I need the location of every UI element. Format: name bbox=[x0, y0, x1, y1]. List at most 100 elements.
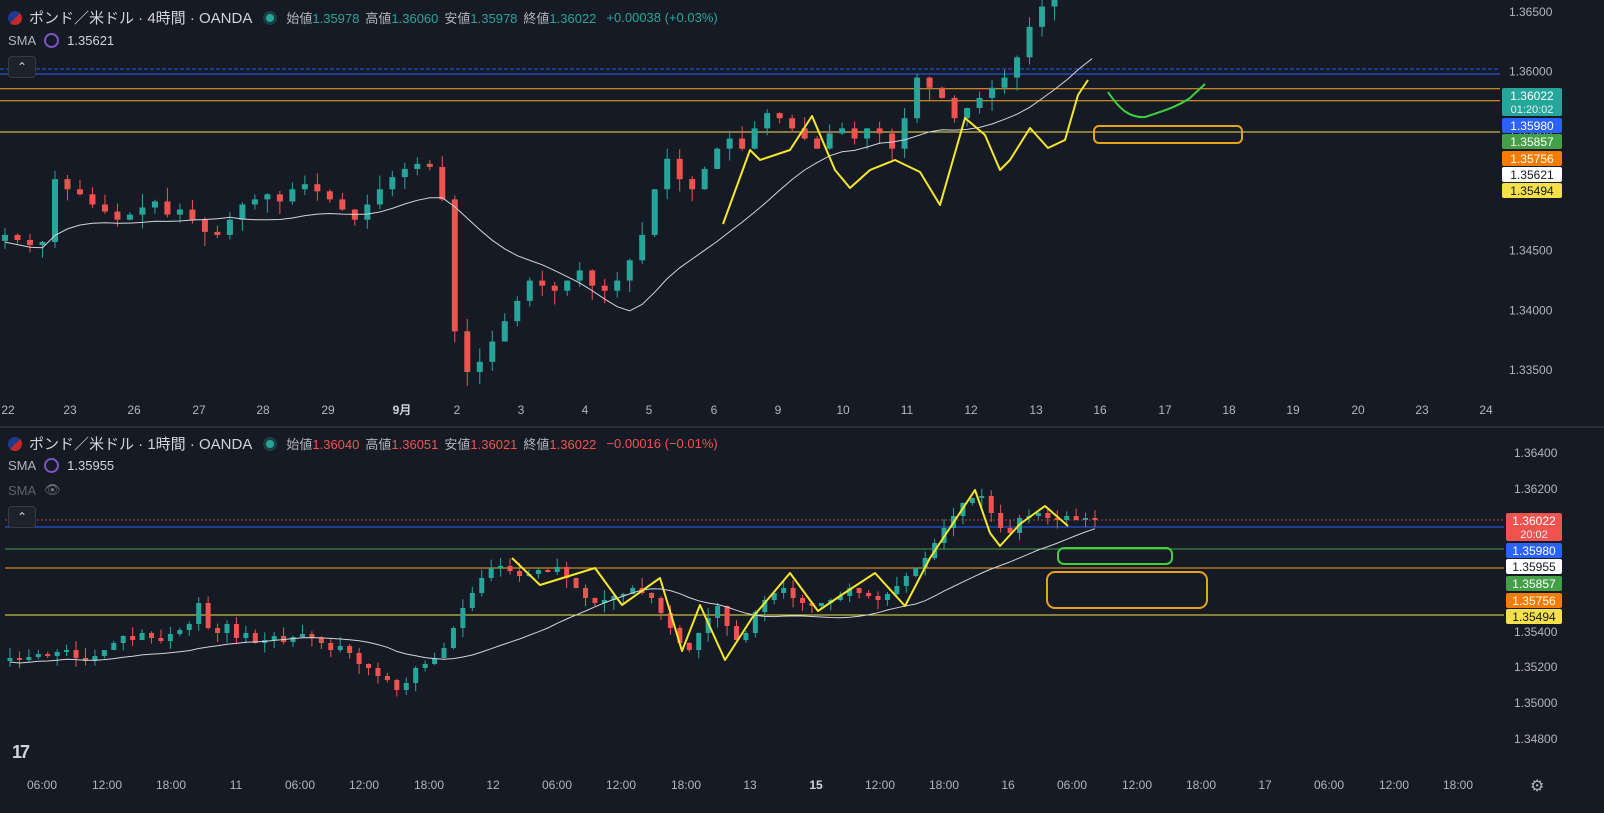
candle-body bbox=[111, 643, 117, 650]
market-status-icon bbox=[266, 13, 275, 22]
candle-body bbox=[164, 201, 171, 215]
candle-body bbox=[101, 650, 107, 656]
candle-body bbox=[1054, 518, 1060, 520]
candle-body bbox=[889, 133, 896, 149]
candle-body bbox=[611, 596, 617, 600]
candle-body bbox=[290, 637, 296, 642]
price-label: 1.34500 bbox=[1509, 244, 1553, 258]
price-axis-1h: 1.36400 1.36200 1.35400 1.35200 1.35000 1.348… bbox=[1514, 446, 1558, 746]
green-projection-annotation bbox=[1107, 83, 1206, 119]
candle-body bbox=[989, 87, 996, 98]
candle-body bbox=[233, 624, 239, 638]
time-label: 24 bbox=[1479, 403, 1493, 417]
change-value: +0.00038 (+0.03%) bbox=[606, 10, 718, 25]
candle-body bbox=[851, 128, 858, 139]
price-label: 1.36200 bbox=[1514, 482, 1558, 496]
time-label: 12:00 bbox=[1379, 778, 1409, 792]
collapse-legend-button[interactable]: ⌃ bbox=[8, 56, 36, 78]
candle-body bbox=[626, 260, 633, 281]
candle-body bbox=[1064, 516, 1070, 520]
candle-body bbox=[535, 570, 541, 574]
symbol-title[interactable]: ポンド／米ドル · 1時間 · OANDA bbox=[29, 436, 253, 453]
tradingview-logo-icon[interactable]: 17 bbox=[12, 742, 30, 762]
candle-body bbox=[45, 654, 51, 656]
time-label: 2 bbox=[454, 403, 461, 417]
time-label: 06:00 bbox=[1314, 778, 1344, 792]
market-status-icon bbox=[266, 439, 275, 448]
price-tag bbox=[1502, 88, 1562, 116]
candle-body bbox=[926, 77, 933, 88]
time-label: 18 bbox=[1222, 403, 1236, 417]
candle-body bbox=[667, 613, 673, 628]
candle-body bbox=[801, 128, 808, 139]
candle-body bbox=[576, 270, 583, 281]
candle-body bbox=[589, 270, 596, 286]
time-label: 06:00 bbox=[285, 778, 315, 792]
time-label: 17 bbox=[1258, 778, 1272, 792]
sma-legend-4h[interactable]: SMA 1.35621 bbox=[8, 33, 114, 48]
gear-icon[interactable]: ⚙ bbox=[1530, 778, 1545, 795]
candle-body bbox=[289, 189, 296, 202]
panel-divider[interactable] bbox=[0, 426, 1604, 428]
candle-body bbox=[414, 163, 421, 169]
candle-body bbox=[714, 148, 721, 169]
candle-body bbox=[114, 211, 121, 220]
candle-body bbox=[790, 588, 796, 598]
candle-body bbox=[264, 194, 271, 200]
sma-value: 1.35621 bbox=[67, 33, 115, 48]
ohlc-key: 安値 bbox=[444, 437, 471, 452]
candle-body bbox=[39, 242, 46, 246]
sma-settings-icon[interactable] bbox=[44, 33, 60, 48]
chevron-up-icon: ⌃ bbox=[16, 60, 28, 74]
candle-body bbox=[1045, 513, 1051, 518]
candle-body bbox=[450, 628, 456, 648]
candle-body bbox=[837, 596, 843, 600]
candle-body bbox=[239, 204, 246, 220]
candle-body bbox=[964, 108, 971, 119]
time-label: 12:00 bbox=[1122, 778, 1152, 792]
candle-body bbox=[630, 588, 636, 594]
time-label: 9月 bbox=[393, 403, 412, 417]
price-label: 1.34800 bbox=[1514, 732, 1558, 746]
candle-body bbox=[126, 214, 133, 220]
eye-off-icon[interactable]: 👁︎ bbox=[44, 482, 61, 497]
price-tag-label: 1.35494 bbox=[1512, 610, 1556, 624]
candle-body bbox=[664, 158, 671, 190]
sma-settings-icon[interactable] bbox=[44, 458, 60, 473]
candle-body bbox=[413, 668, 419, 683]
candle-body bbox=[764, 113, 771, 129]
candle-body bbox=[516, 571, 522, 576]
candle-body bbox=[914, 77, 921, 119]
candle-body bbox=[781, 588, 787, 593]
chart-panel-1h[interactable]: 1.36400 1.36200 1.35400 1.35200 1.35000 1.348… bbox=[0, 428, 1604, 813]
sma-value: 1.35955 bbox=[67, 458, 115, 473]
time-axis-4h: 22 23 26 27 28 29 9月 2 3 4 5 6 9 10 11 12 13 16 17 18 19 20 23… bbox=[1, 403, 1493, 417]
price-tag bbox=[1506, 593, 1562, 608]
symbol-title[interactable]: ポンド／米ドル · 4時間 · OANDA bbox=[29, 10, 253, 27]
candle-body bbox=[554, 567, 560, 572]
time-label: 20 bbox=[1351, 403, 1365, 417]
candle-body bbox=[64, 650, 70, 652]
time-label: 06:00 bbox=[27, 778, 57, 792]
chart-panel-4h[interactable]: 1.365001.360001.355001.350001.345001.340… bbox=[0, 0, 1604, 426]
time-label: 23 bbox=[1415, 403, 1429, 417]
candle-body bbox=[864, 128, 871, 139]
candle-body bbox=[701, 168, 708, 190]
candle-body bbox=[226, 219, 233, 235]
candle-body bbox=[818, 603, 824, 606]
candle-body bbox=[89, 194, 96, 205]
candle-body bbox=[243, 633, 249, 638]
candle-body bbox=[337, 646, 343, 650]
time-axis-1h: 06:00 12:00 18:00 11 06:00 12:00 18:00 12 06:00 1… bbox=[27, 778, 1473, 792]
candle-body bbox=[677, 628, 683, 643]
ohlc-value: 1.36040 bbox=[312, 437, 360, 452]
collapse-legend-button[interactable]: ⌃ bbox=[8, 506, 36, 528]
price-tag-label: 1.35756 bbox=[1512, 594, 1556, 608]
candle-body bbox=[498, 566, 504, 568]
sma2-legend-1h[interactable]: SMA 👁︎ bbox=[8, 482, 61, 498]
candle-body bbox=[35, 654, 41, 657]
time-label: 28 bbox=[256, 403, 270, 417]
sma-legend-1h[interactable]: SMA 1.35955 bbox=[8, 458, 114, 473]
legend-1h: ポンド／米ドル · 1時間 · OANDA 始値1.36040 高値1.36051… bbox=[8, 433, 718, 454]
